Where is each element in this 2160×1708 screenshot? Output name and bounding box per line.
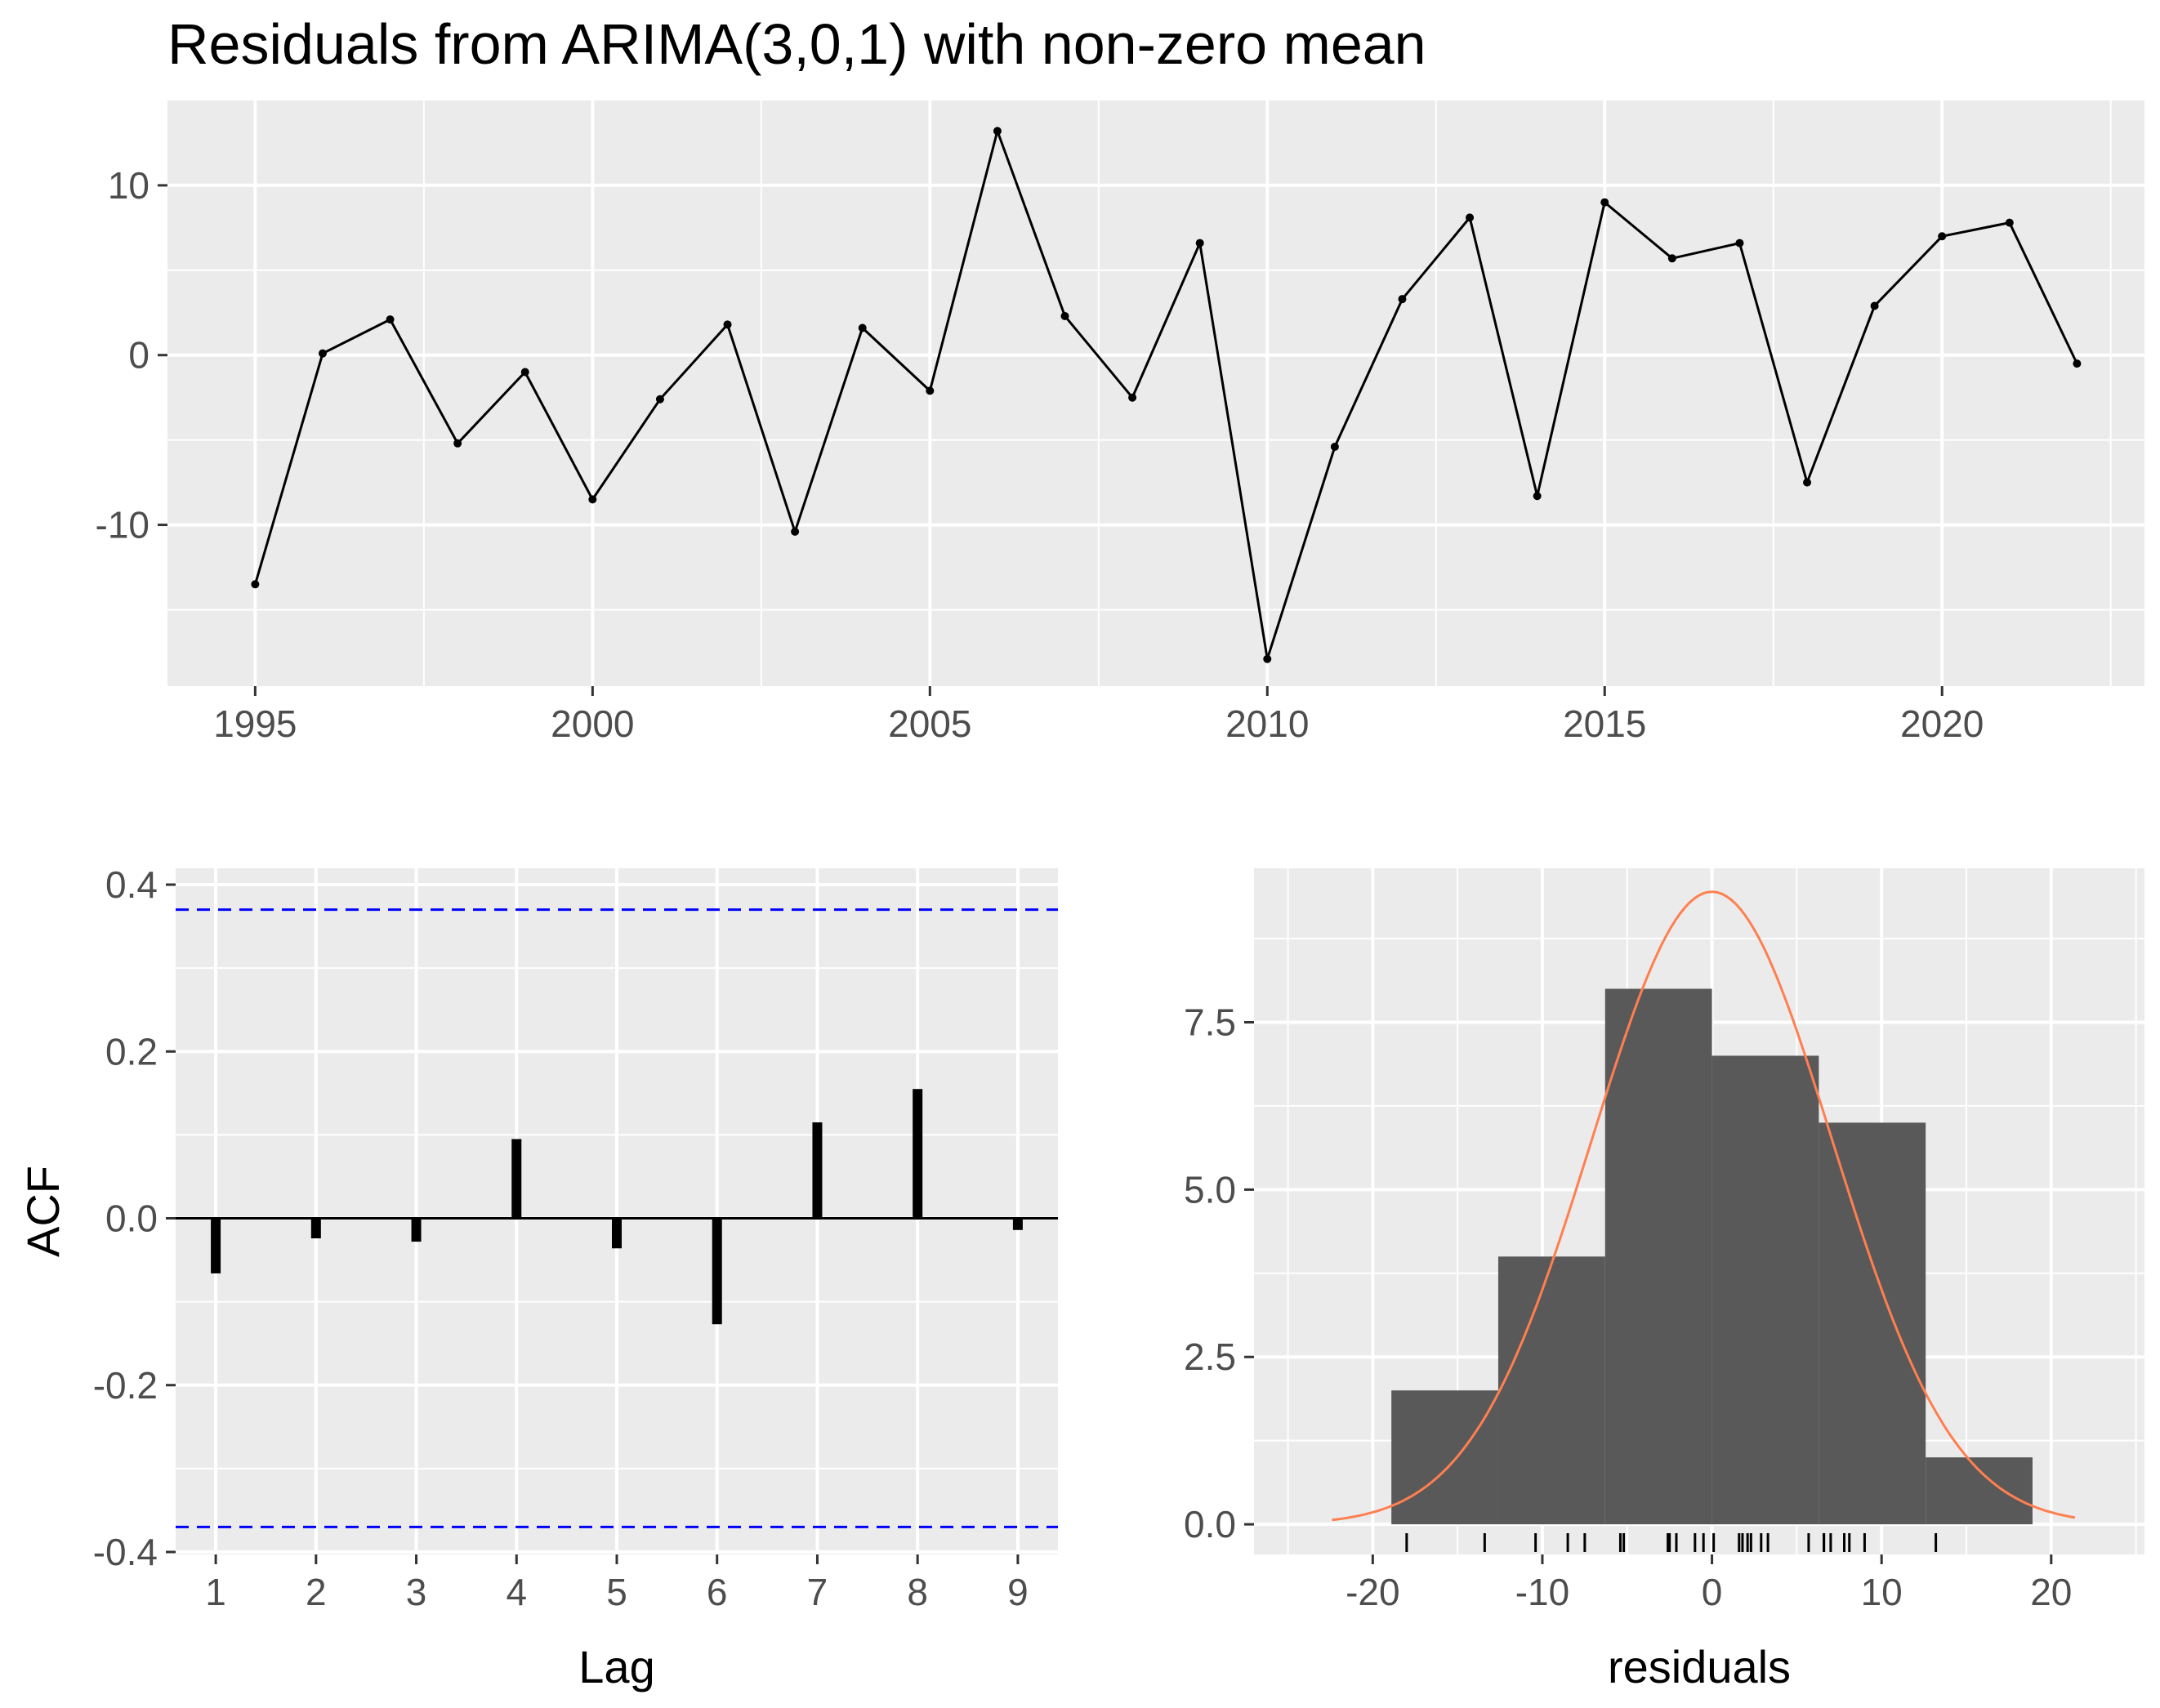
histogram-y-tick-label: 5.0 [1184, 1168, 1236, 1211]
acf-x-tick-label: 3 [406, 1571, 427, 1613]
histogram-bar [1819, 1122, 1926, 1525]
histogram-x-tick-label: -10 [1515, 1571, 1569, 1613]
histogram-bar [1926, 1457, 2033, 1525]
acf-x-tick-label: 7 [807, 1571, 828, 1613]
ts-x-tick-label: 2005 [888, 702, 971, 745]
ts-x-tick-label: 2010 [1225, 702, 1309, 745]
histogram-axes: -20 -10 0 10 20 0.0 2.5 5.0 7.5 [1184, 1001, 2072, 1613]
acf-x-tick-label: 1 [205, 1571, 226, 1613]
ts-residual-point [1060, 311, 1069, 320]
histogram-x-tick-label: -20 [1346, 1571, 1399, 1613]
acf-marks [176, 908, 1058, 1528]
acf-y-tick-label: 0.0 [105, 1197, 158, 1240]
acf-x-tick-label: 2 [306, 1571, 327, 1613]
acf-bar [310, 1218, 321, 1239]
ts-residual-point [791, 527, 800, 536]
time-series-marks [251, 127, 2082, 663]
ts-residual-point [858, 323, 867, 332]
ts-y-tick-label: 0 [128, 334, 150, 377]
acf-y-tick-label: -0.2 [93, 1364, 158, 1407]
histogram-bar [1391, 1390, 1498, 1525]
ts-x-tick-label: 2020 [1900, 702, 1984, 745]
histogram-y-tick-label: 0.0 [1184, 1503, 1236, 1545]
ts-residual-point [251, 580, 260, 589]
acf-ylabel: ACF [17, 1166, 69, 1257]
ts-residual-point [1870, 301, 1879, 310]
acf-panel: 1 2 3 4 5 6 7 8 9 -0.4 -0.2 0.0 0.2 0.4 Lag ACF [17, 863, 1058, 1692]
ts-residual-point [1533, 492, 1542, 501]
acf-y-tick-label: 0.4 [105, 863, 158, 906]
ts-residual-point [386, 315, 395, 324]
ts-residual-point [1263, 654, 1272, 663]
ts-residual-point [1667, 254, 1676, 263]
acf-bar [511, 1139, 522, 1219]
time-series-grid [167, 100, 2144, 686]
ts-residual-point [1195, 239, 1204, 248]
time-series-panel: 1995 2000 2005 2010 2015 2020 -10 0 10 [96, 100, 2144, 745]
acf-bar [913, 1089, 923, 1219]
ts-residual-point [1466, 213, 1475, 222]
ts-residual-point [655, 395, 664, 404]
ts-residual-point [1600, 198, 1609, 207]
acf-x-tick-label: 4 [506, 1571, 527, 1613]
time-series-axes: 1995 2000 2005 2010 2015 2020 -10 0 10 [96, 164, 1984, 745]
histogram-bar [1711, 1055, 1819, 1525]
histogram-y-tick-label: 7.5 [1184, 1001, 1236, 1043]
histogram-marks [1332, 890, 2076, 1552]
histogram-x-tick-label: 20 [2030, 1571, 2072, 1613]
acf-y-tick-label: 0.2 [105, 1030, 158, 1073]
acf-x-tick-label: 8 [907, 1571, 928, 1613]
ts-x-tick-label: 2015 [1563, 702, 1646, 745]
ts-y-tick-label: 10 [108, 164, 150, 207]
ts-residual-point [2073, 359, 2082, 368]
ts-residual-point [2005, 218, 2014, 227]
ts-residual-line [253, 127, 2078, 660]
ts-residual-point [1398, 295, 1407, 304]
acf-axes: 1 2 3 4 5 6 7 8 9 -0.4 -0.2 0.0 0.2 0.4 [93, 863, 1029, 1613]
time-series-background [167, 100, 2144, 686]
ts-x-tick-label: 1995 [213, 702, 297, 745]
acf-xlabel: Lag [578, 1641, 654, 1692]
ts-residual-point [318, 349, 327, 358]
acf-bar [712, 1218, 722, 1325]
acf-bar [1012, 1218, 1023, 1230]
acf-bar [612, 1218, 622, 1249]
acf-x-tick-label: 9 [1007, 1571, 1029, 1613]
ts-residual-point [1128, 393, 1137, 402]
histogram-x-tick-label: 10 [1861, 1571, 1903, 1613]
acf-x-tick-label: 6 [707, 1571, 728, 1613]
histogram-bar [1604, 988, 1712, 1525]
acf-bar [411, 1218, 422, 1242]
histogram-normal-curve [1332, 890, 2076, 1522]
ts-residual-point [926, 386, 935, 395]
histogram-xlabel: residuals [1608, 1641, 1791, 1692]
ts-y-tick-label: -10 [96, 504, 150, 546]
histogram-bar [1497, 1256, 1605, 1525]
acf-bar [812, 1122, 823, 1219]
histogram-x-tick-label: 0 [1702, 1571, 1723, 1613]
ts-residual-point [723, 320, 732, 329]
ts-residual-point [453, 439, 462, 448]
ts-residual-point [1803, 478, 1812, 487]
ts-residual-point [1735, 239, 1744, 248]
ts-residual-point [1330, 442, 1339, 451]
ts-residual-point [520, 368, 529, 377]
acf-bar [211, 1218, 221, 1273]
plot-title: Residuals from ARIMA(3,0,1) with non-zer… [167, 12, 1426, 76]
acf-x-tick-label: 5 [606, 1571, 627, 1613]
acf-y-tick-label: -0.4 [93, 1531, 158, 1573]
ts-x-tick-label: 2000 [551, 702, 634, 745]
histogram-panel: -20 -10 0 10 20 0.0 2.5 5.0 7.5 residuals [1184, 868, 2144, 1692]
ts-residual-point [588, 495, 597, 504]
histogram-y-tick-label: 2.5 [1184, 1336, 1236, 1378]
ts-residual-point [993, 127, 1002, 136]
ts-residual-point [1938, 232, 1947, 241]
